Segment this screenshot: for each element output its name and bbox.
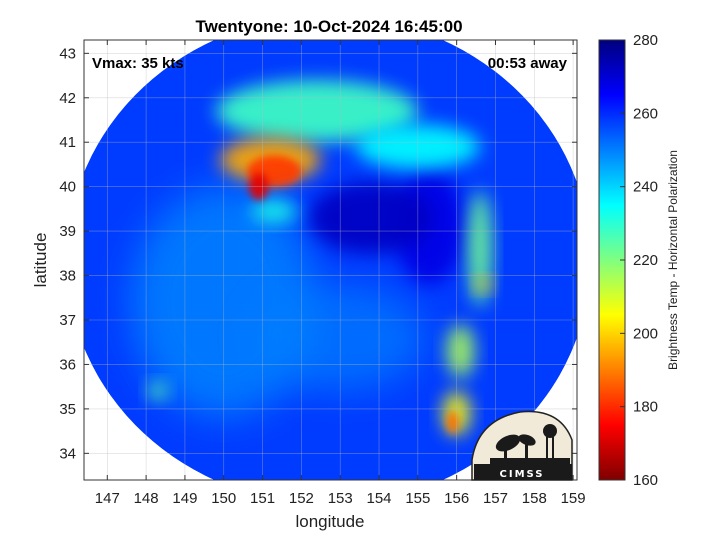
colorbar: 160 180 200 220 240 260 280 Brightness Temp - … [598, 32, 680, 489]
colorbar-tick-label: 260 [633, 105, 658, 122]
swath-feature-moderate [215, 80, 418, 143]
x-tick-label: 152 [289, 490, 314, 507]
swath-feature-moderate [468, 191, 492, 307]
colorbar-label: Brightness Temp - Horizontal Polarizatio… [666, 150, 680, 370]
water-tower-icon [543, 424, 557, 438]
colorbar-tick-label: 160 [633, 472, 658, 489]
swath-feature-moderate [446, 324, 475, 378]
x-axis-label: longitude [295, 512, 364, 531]
x-tick-label: 159 [561, 490, 586, 507]
x-tick-label: 156 [444, 490, 469, 507]
swath-feature-moderate [476, 277, 492, 292]
swath-feature-moderate [148, 382, 168, 400]
y-tick-label: 42 [59, 90, 76, 107]
swath-feature-cold-core [446, 411, 459, 434]
y-tick-label: 37 [59, 312, 76, 329]
y-tick-label: 34 [59, 445, 76, 462]
x-axis-ticks: 147 148 149 150 151 152 153 154 155 156 157 158 159 [95, 40, 586, 507]
x-tick-label: 157 [483, 490, 508, 507]
time-away-annotation: 00:53 away [488, 55, 568, 72]
swath-feature-warm-eye [309, 182, 434, 254]
y-tick-label: 39 [59, 223, 76, 240]
colorbar-tick-label: 200 [633, 325, 658, 342]
x-tick-label: 148 [134, 490, 159, 507]
y-axis-label: latitude [31, 233, 50, 288]
x-tick-label: 149 [172, 490, 197, 507]
y-tick-label: 41 [59, 134, 76, 151]
satellite-dish-icon [495, 434, 521, 452]
x-tick-label: 151 [250, 490, 275, 507]
x-tick-label: 158 [522, 490, 547, 507]
colorbar-tick-label: 280 [633, 32, 658, 49]
swath-feature-moderate [250, 200, 298, 223]
satellite-dish-small-icon [518, 434, 536, 446]
colorbar-ticks: 160 180 200 220 240 260 280 [620, 32, 658, 489]
chart-title: Twentyone: 10-Oct-2024 16:45:00 [195, 17, 462, 36]
colorbar-tick-label: 240 [633, 179, 658, 196]
logo-text: CIMSS [500, 469, 545, 480]
colorbar-tick-label: 180 [633, 399, 658, 416]
plot-area: 147 148 149 150 151 152 153 154 155 156 157 158 159 … [59, 39, 586, 507]
y-tick-label: 40 [59, 179, 76, 196]
plot-frame [83, 39, 578, 481]
vmax-annotation: Vmax: 35 kts [92, 55, 184, 72]
x-tick-label: 150 [211, 490, 236, 507]
cimss-logo: CIMSS [471, 410, 573, 481]
x-tick-label: 147 [95, 490, 120, 507]
swath-layer [84, 40, 577, 480]
y-tick-label: 36 [59, 356, 76, 373]
x-tick-label: 155 [405, 490, 430, 507]
y-tick-label: 43 [59, 45, 76, 62]
y-tick-label: 38 [59, 268, 76, 285]
x-tick-label: 154 [367, 490, 392, 507]
y-axis-ticks: 34 35 36 37 38 39 40 41 42 43 [59, 45, 577, 462]
grid-lines [84, 40, 577, 480]
colorbar-tick-label: 220 [633, 252, 658, 269]
y-tick-label: 35 [59, 401, 76, 418]
x-tick-label: 153 [328, 490, 353, 507]
